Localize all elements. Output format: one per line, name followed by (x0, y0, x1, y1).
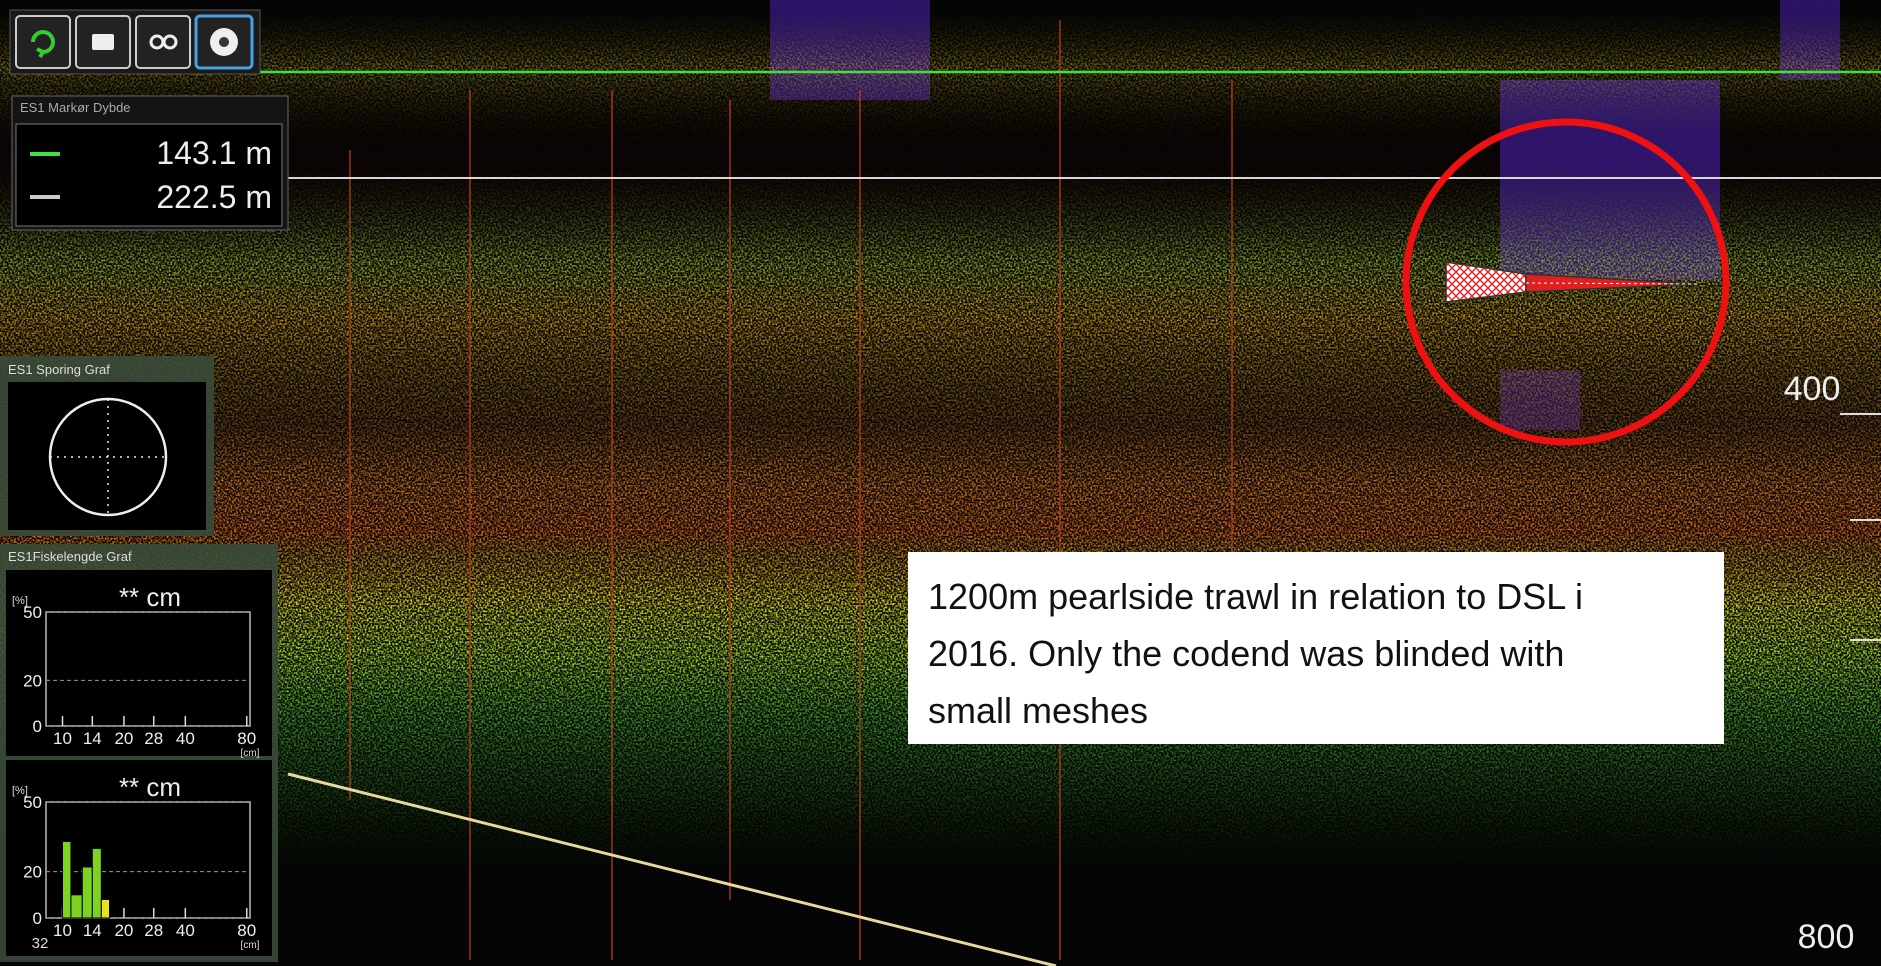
x-tick-label: 28 (144, 729, 163, 748)
corner-label: 32 (32, 935, 49, 952)
x-tick-label: 28 (144, 921, 163, 940)
annotation-box: 1200m pearlside trawl in relation to DSL… (908, 552, 1724, 744)
camera-icon (92, 34, 114, 50)
histogram-bar (101, 899, 109, 918)
plot-area (46, 612, 250, 726)
graph-title: ** cm (119, 582, 181, 612)
annotation-text: 1200m pearlside trawl in relation to DSL… (928, 568, 1658, 739)
histogram-bar (82, 867, 92, 918)
x-tick-label: 10 (53, 921, 72, 940)
y-tick-label: 20 (23, 863, 42, 882)
graph-title: ** cm (119, 772, 181, 802)
x-tick-label: 20 (114, 729, 133, 748)
x-tick-label: 20 (114, 921, 133, 940)
y-tick-label: 50 (23, 603, 42, 622)
histogram-bar (71, 895, 82, 918)
x-tick-label: 80 (237, 729, 256, 748)
tracking-box (8, 382, 206, 530)
x-tick-label: 14 (83, 921, 102, 940)
histogram-bar (63, 841, 71, 918)
x-tick-label: 40 (176, 921, 195, 940)
panel-title: ES1 Sporing Graf (8, 362, 110, 377)
record-icon (219, 37, 229, 47)
panel-title: ES1Fiskelengde Graf (8, 549, 132, 564)
depth-label: 400 (1784, 370, 1841, 408)
screen: { "marker_panel": {"title": "ES1 Markør … (0, 0, 1881, 966)
x-tick-label: 10 (53, 729, 72, 748)
echogram-view: 400 800 ES1 Markør Dybde 143.1 m 222.5 m… (0, 0, 1881, 966)
x-tick-label: 40 (176, 729, 195, 748)
x-tick-label: 14 (83, 729, 102, 748)
y-tick-label: 0 (33, 717, 42, 736)
y-tick-label: 50 (23, 793, 42, 812)
y-tick-label: 20 (23, 671, 42, 690)
y-tick-label: 0 (33, 909, 42, 928)
page: Echosounder screenshot html, body { marg… (0, 0, 1881, 966)
marker-value: 143.1 m (156, 135, 272, 171)
panel-title: ES1 Markør Dybde (20, 100, 131, 115)
x-unit: [cm] (241, 940, 260, 951)
refresh-button[interactable] (16, 16, 70, 68)
depth-label: 800 (1798, 918, 1855, 956)
x-unit: [cm] (241, 748, 260, 759)
x-tick-label: 80 (237, 921, 256, 940)
marker-value: 222.5 m (156, 179, 272, 215)
histogram-bar (92, 848, 101, 918)
